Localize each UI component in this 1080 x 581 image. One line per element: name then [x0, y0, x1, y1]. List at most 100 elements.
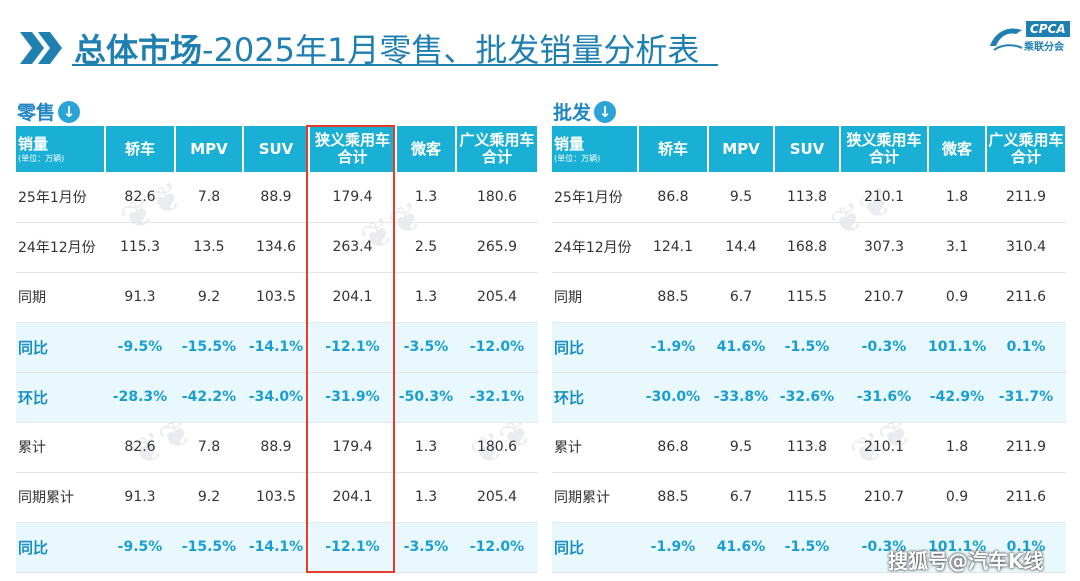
wholesale-table: 销量 (单位：万辆) 轿车 MPV SUV 狭义乘用车 合计 微客 广义乘用车 合计 25年1月… — [552, 126, 1067, 573]
table-row: 25年1月份 82.6 7.8 88.9 179.4 1.3 180.6 — [16, 172, 538, 223]
table-cell: 0.1% — [986, 322, 1066, 373]
table-row: 累计 82.6 7.8 88.9 179.4 1.3 180.6 — [16, 422, 538, 473]
table-row: 累计 86.8 9.5 113.8 210.1 1.8 211.9 — [552, 422, 1066, 473]
table-cell: 210.1 — [840, 422, 928, 473]
table-cell: -12.0% — [456, 522, 538, 573]
table-cell: 91.3 — [105, 472, 175, 523]
table-cell: -14.1% — [243, 322, 309, 373]
logo-subtitle: 乘联分会 — [1024, 42, 1064, 53]
source-watermark: 搜狐号@汽车K线 — [888, 549, 1044, 573]
column-header-line2: 合计 — [481, 148, 512, 166]
table-cell: 88.9 — [243, 422, 309, 473]
table-row: 24年12月份 124.1 14.4 168.8 307.3 3.1 310.4 — [552, 222, 1066, 273]
table-row: 同期累计 91.3 9.2 103.5 204.1 1.3 205.4 — [16, 472, 538, 523]
retail-section-label: 零售 ↓ — [17, 98, 81, 125]
table-cell: 6.7 — [708, 472, 774, 523]
wholesale-label-text: 批发 — [553, 102, 592, 124]
table-cell: 115.5 — [774, 272, 840, 323]
table-cell: -14.1% — [243, 522, 309, 573]
table-cell: 115.5 — [774, 472, 840, 523]
table-cell: 82.6 — [105, 172, 175, 223]
table-cell: -50.3% — [396, 372, 456, 423]
row-label: 同比 — [16, 322, 105, 373]
table-cell: 134.6 — [243, 222, 309, 273]
arrow-down-icon: ↓ — [594, 100, 617, 123]
corner-header: 销量 (单位：万辆) — [16, 126, 106, 172]
table-cell: 180.6 — [456, 172, 538, 223]
table-cell: 204.1 — [309, 272, 396, 323]
table-cell: -1.9% — [638, 522, 708, 573]
table-cell: 113.8 — [774, 172, 840, 223]
retail-table: 销量 (单位：万辆) 轿车 MPV SUV 狭义乘用车合计 微客 广义乘用车 合计 25年1月… — [16, 126, 539, 573]
table-cell: 180.6 — [456, 422, 538, 473]
column-header: 广义乘用车 合计 — [456, 126, 539, 172]
row-label: 累计 — [552, 422, 638, 473]
row-label: 24年12月份 — [552, 222, 638, 273]
column-header-line1: 狭义乘用车 — [846, 131, 922, 149]
table-cell: 211.6 — [986, 272, 1066, 323]
table-cell: -9.5% — [105, 322, 175, 373]
table-cell: 168.8 — [774, 222, 840, 273]
table-cell: 263.4 — [309, 222, 396, 273]
table-header-row: 销量 (单位：万辆) 轿车 MPV SUV 狭义乘用车 合计 微客 广义乘用车 合计 — [552, 126, 1067, 172]
wholesale-section-label: 批发 ↓ — [553, 98, 617, 125]
table-cell: 13.5 — [175, 222, 243, 273]
table-cell: 7.8 — [175, 422, 243, 473]
column-header: MPV — [175, 126, 244, 172]
table-cell: -42.2% — [175, 372, 243, 423]
table-row: 25年1月份 86.8 9.5 113.8 210.1 1.8 211.9 — [552, 172, 1066, 223]
column-header: 轿车 — [638, 126, 709, 172]
row-label: 25年1月份 — [552, 172, 638, 223]
table-cell: 265.9 — [456, 222, 538, 273]
column-header: 微客 — [396, 126, 457, 172]
table-cell: 0.1% — [986, 522, 1066, 573]
table-cell: -0.3% — [840, 522, 928, 573]
column-header-line1: 广义乘用车 — [988, 131, 1064, 149]
column-header: SUV — [243, 126, 310, 172]
table-cell: 1.8 — [928, 172, 986, 223]
row-label: 环比 — [16, 372, 105, 423]
table-row: 同比 -9.5% -15.5% -14.1% -12.1% -3.5% -12.0% — [16, 522, 538, 573]
table-cell: 1.8 — [928, 422, 986, 473]
table-row: 同比 -1.9% 41.6% -1.5% -0.3% 101.1% 0.1% — [552, 522, 1066, 573]
table-cell: 91.3 — [105, 272, 175, 323]
column-header-line2: 合计 — [1010, 148, 1041, 166]
table-cell: -3.5% — [396, 322, 456, 373]
table-cell: 0.9 — [928, 472, 986, 523]
table-cell: 101.1% — [928, 522, 986, 573]
table-cell: 88.9 — [243, 172, 309, 223]
column-header: 轿车 — [105, 126, 176, 172]
table-cell: -34.0% — [243, 372, 309, 423]
page-title: 总体市场-2025年1月零售、批发销量分析表 — [74, 25, 699, 71]
table-row: 同比 -1.9% 41.6% -1.5% -0.3% 101.1% 0.1% — [552, 322, 1066, 373]
table-cell: -15.5% — [175, 322, 243, 373]
table-cell: -15.5% — [175, 522, 243, 573]
table-cell: 1.3 — [396, 172, 456, 223]
table-cell: 210.1 — [840, 172, 928, 223]
column-header-line1: 广义乘用车 — [459, 131, 535, 149]
table-cell: 86.8 — [638, 422, 708, 473]
table-cell: 82.6 — [105, 422, 175, 473]
column-header-line1: MPV — [722, 139, 760, 158]
table-cell: 103.5 — [243, 272, 309, 323]
column-header-line1: 狭义乘用车 — [314, 131, 390, 149]
column-header-line2: 合计 — [868, 148, 899, 166]
highlight-box — [306, 125, 395, 573]
table-cell: 179.4 — [309, 422, 396, 473]
table-row: 同期 88.5 6.7 115.5 210.7 0.9 211.6 — [552, 272, 1066, 323]
page-title-rest: -2025年1月零售、批发销量分析表 — [202, 31, 700, 69]
table-cell: -12.0% — [456, 322, 538, 373]
corner-unit: (单位：万辆) — [554, 154, 601, 163]
double-chevron-right-icon — [20, 32, 62, 64]
table-cell: -1.5% — [774, 322, 840, 373]
row-label: 同期累计 — [552, 472, 638, 523]
table-cell: 2.5 — [396, 222, 456, 273]
page-title-group: 总体市场-2025年1月零售、批发销量分析表 — [18, 26, 699, 70]
row-label: 同比 — [552, 522, 638, 573]
column-header-line1: SUV — [789, 139, 825, 158]
column-header: SUV — [774, 126, 841, 172]
table-cell: 41.6% — [708, 522, 774, 573]
page-title-bold: 总体市场 — [74, 31, 203, 69]
table-cell: -31.6% — [840, 372, 928, 423]
logo-text: CPCA — [1026, 21, 1070, 37]
